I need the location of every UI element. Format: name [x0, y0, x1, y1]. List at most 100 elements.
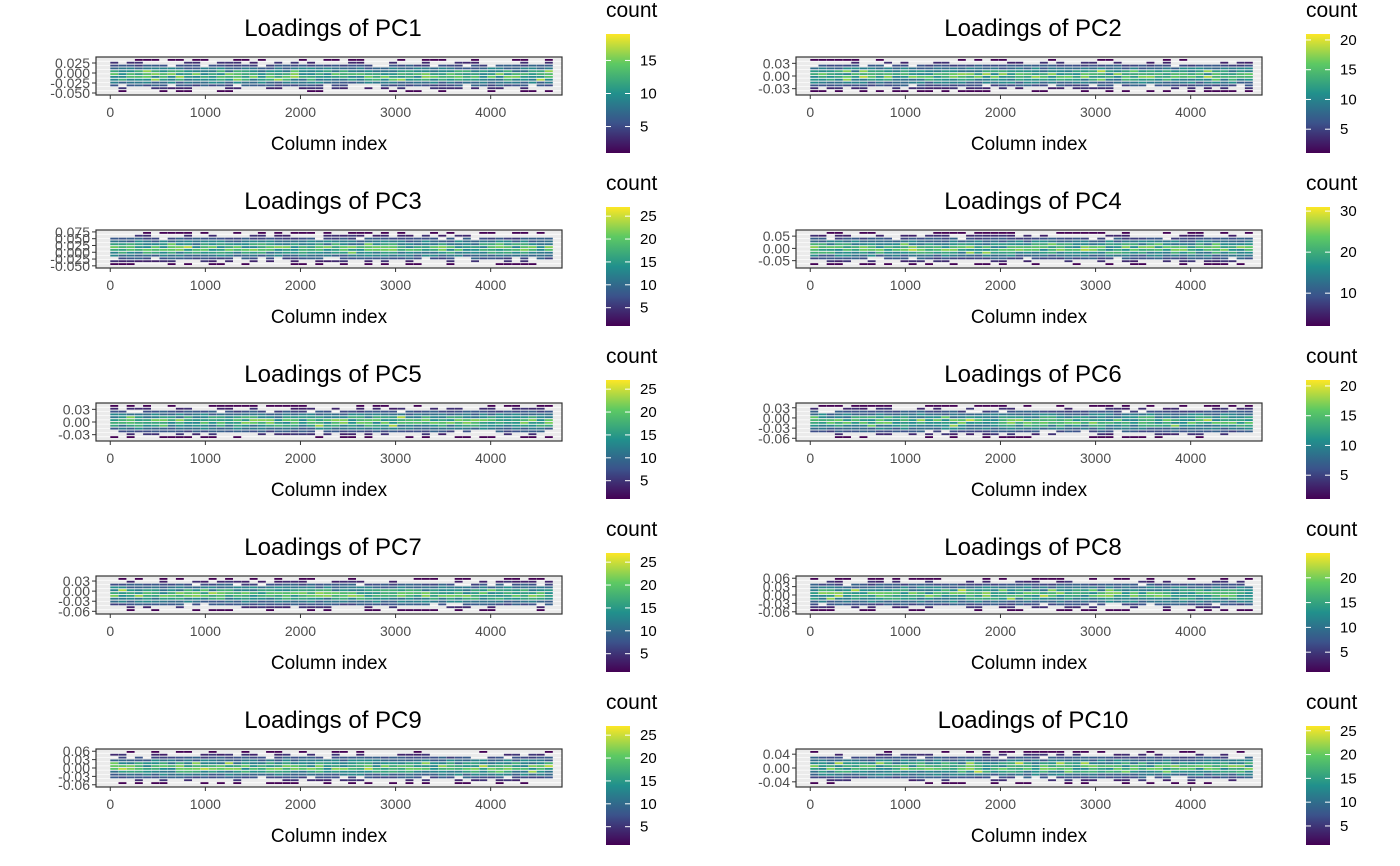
heatmap-bin	[1023, 246, 1032, 248]
heatmap-bin	[1015, 586, 1024, 589]
legend-title: count	[606, 172, 658, 195]
heatmap-bin	[479, 424, 488, 427]
heatmap-bin	[446, 424, 455, 427]
heatmap-bin	[859, 416, 868, 419]
heatmap-bin	[1031, 606, 1040, 609]
heatmap-bin	[151, 589, 160, 592]
heatmap-bin	[315, 81, 324, 84]
heatmap-bin	[528, 753, 537, 756]
heatmap-bin	[908, 73, 917, 75]
heatmap-bin	[892, 419, 901, 421]
heatmap-bin	[1064, 606, 1073, 609]
heatmap-bin	[1162, 240, 1171, 243]
heatmap-bin	[528, 586, 537, 589]
heatmap-bin	[867, 422, 876, 424]
heatmap-bin	[1121, 234, 1130, 237]
heatmap-bin	[1220, 260, 1229, 263]
heatmap-bin	[290, 419, 299, 421]
heatmap-bin	[290, 243, 299, 246]
heatmap-bin	[859, 427, 868, 430]
heatmap-bin	[421, 246, 430, 248]
heatmap-bin	[216, 413, 225, 416]
heatmap-bin	[167, 263, 176, 265]
heatmap-bin	[1007, 81, 1015, 84]
heatmap-bin	[307, 578, 315, 580]
heatmap-bin	[966, 249, 974, 251]
heatmap-bin	[315, 416, 324, 419]
heatmap-bin	[184, 751, 192, 753]
heatmap-bin	[233, 254, 242, 257]
heatmap-bin	[1154, 413, 1163, 416]
heatmap-bins	[110, 751, 553, 784]
heatmap-bin	[430, 67, 438, 70]
heatmap-bin	[405, 243, 414, 246]
heatmap-bin	[233, 765, 242, 767]
heatmap-bin	[143, 606, 151, 609]
heatmap-bin	[957, 600, 966, 603]
heatmap-bin	[536, 756, 545, 759]
heatmap-bin	[1228, 597, 1237, 600]
heatmap-bin	[949, 583, 958, 586]
heatmap-bin	[1228, 234, 1237, 237]
heatmap-bin	[503, 773, 512, 776]
heatmap-bin	[1130, 263, 1138, 265]
heatmap-bin	[175, 70, 184, 73]
heatmap-bin	[200, 251, 209, 254]
heatmap-bin	[225, 578, 233, 580]
heatmap-bin	[356, 70, 365, 73]
heatmap-bin	[1121, 76, 1130, 78]
heatmap-bin	[364, 413, 373, 416]
heatmap-bin	[364, 422, 373, 424]
heatmap-bin	[274, 430, 283, 433]
heatmap-bin	[949, 589, 958, 592]
heatmap-bin	[544, 413, 553, 416]
heatmap-bin	[1195, 416, 1204, 419]
heatmap-bin	[957, 427, 966, 430]
heatmap-bin	[274, 427, 283, 430]
heatmap-bin	[282, 246, 291, 248]
heatmap-bin	[1203, 595, 1212, 597]
heatmap-bin	[430, 765, 438, 767]
heatmap-bin	[933, 600, 942, 603]
heatmap-bin	[1072, 78, 1081, 81]
heatmap-bin	[315, 592, 324, 594]
heatmap-bin	[430, 770, 438, 773]
heatmap-bin	[462, 78, 471, 81]
heatmap-bin	[1056, 251, 1065, 254]
heatmap-bin	[908, 609, 917, 611]
heatmap-bin	[1056, 81, 1065, 84]
heatmap-bin	[143, 257, 151, 260]
heatmap-bin	[430, 78, 438, 81]
heatmap-bin	[810, 416, 819, 419]
heatmap-bin	[900, 81, 909, 84]
heatmap-bin	[1138, 416, 1147, 419]
heatmap-bin	[233, 246, 242, 248]
heatmap-bin	[1138, 70, 1147, 73]
heatmap-bin	[1130, 589, 1138, 592]
heatmap-bin	[826, 232, 835, 234]
heatmap-bin	[225, 586, 233, 589]
heatmap-bin	[241, 759, 250, 762]
heatmap-bin	[462, 589, 471, 592]
heatmap-bin	[421, 78, 430, 81]
heatmap-bin	[1089, 78, 1097, 81]
heatmap-bin	[1179, 237, 1188, 240]
heatmap-bin	[208, 600, 217, 603]
heatmap-bin	[487, 419, 496, 421]
heatmap-bin	[834, 246, 843, 248]
heatmap-bin	[339, 67, 348, 70]
heatmap-bin	[356, 410, 365, 413]
heatmap-bin	[933, 422, 942, 424]
heatmap-bin	[1195, 251, 1204, 254]
heatmap-bin	[818, 67, 827, 70]
heatmap-bin	[462, 237, 471, 240]
heatmap-bin	[372, 762, 381, 765]
heatmap-bin	[1179, 597, 1188, 600]
heatmap-bin	[454, 407, 463, 410]
heatmap-bin	[1236, 240, 1245, 243]
heatmap-bin	[1171, 586, 1179, 589]
heatmap-bin	[298, 78, 307, 81]
heatmap-bin	[1089, 609, 1097, 611]
heatmap-bin	[1007, 600, 1015, 603]
